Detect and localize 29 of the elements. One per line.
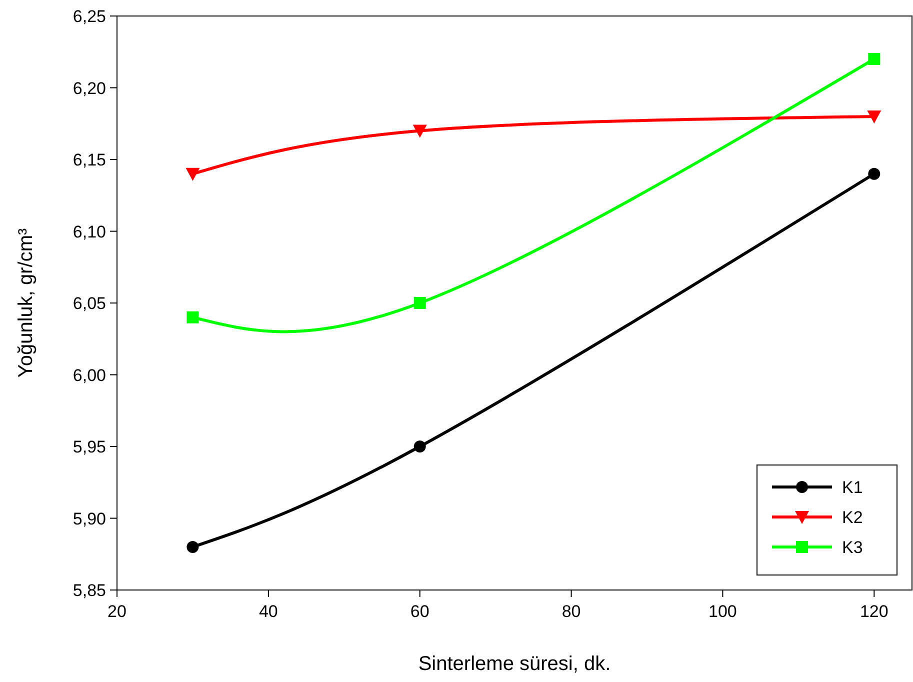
legend-label: K1 bbox=[842, 478, 863, 497]
point bbox=[186, 168, 200, 181]
point bbox=[868, 53, 880, 66]
point bbox=[867, 110, 882, 124]
x-axis-title: Sinterleme süresi, dk. bbox=[418, 653, 611, 675]
x-tick-label: 20 bbox=[108, 602, 126, 621]
point bbox=[186, 311, 199, 324]
y-tick-label: 5,95 bbox=[72, 438, 106, 456]
point bbox=[868, 168, 880, 180]
x-tick-label: 100 bbox=[708, 602, 737, 621]
y-tick-label: 6,10 bbox=[72, 222, 106, 242]
point bbox=[414, 440, 426, 452]
x-tick-label: 120 bbox=[860, 602, 888, 621]
legend-label: K2 bbox=[842, 508, 863, 527]
y-tick-label: 6,15 bbox=[72, 150, 106, 170]
y-tick-label: 6,00 bbox=[72, 366, 106, 385]
y-tick-label: 5,85 bbox=[72, 581, 106, 600]
y-tick-label: 6,25 bbox=[72, 7, 106, 26]
y-axis-title: Yoğunluk, gr/cm³ bbox=[15, 228, 37, 378]
x-tick-label: 60 bbox=[410, 602, 430, 621]
y-tick-label: 6,05 bbox=[72, 294, 106, 313]
point bbox=[414, 297, 426, 309]
point bbox=[412, 124, 427, 138]
y-tick-label: 6,20 bbox=[72, 78, 106, 98]
y-tick-label: 5,90 bbox=[72, 509, 106, 528]
x-tick-label: 40 bbox=[258, 602, 278, 621]
legend-label: K3 bbox=[842, 538, 863, 557]
point bbox=[186, 540, 199, 553]
x-tick-label: 80 bbox=[562, 602, 581, 621]
